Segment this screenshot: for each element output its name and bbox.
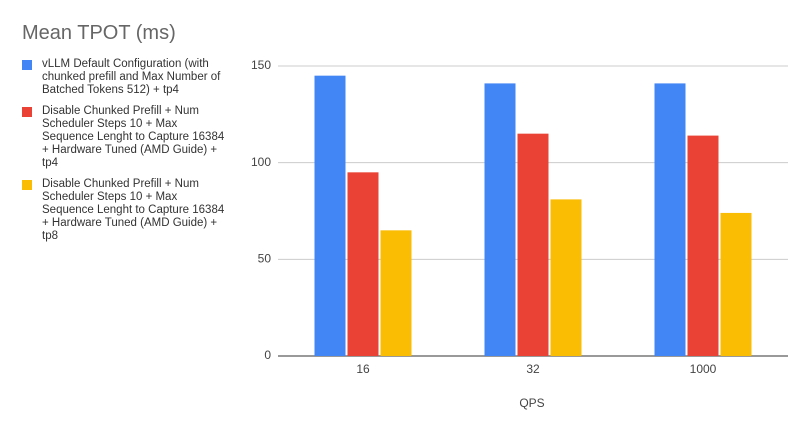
legend: vLLM Default Configuration (with chunked… — [22, 58, 232, 251]
legend-swatch — [22, 180, 32, 190]
bar — [314, 75, 346, 357]
bar — [517, 133, 549, 356]
legend-label: Disable Chunked Prefill + Num Scheduler … — [42, 105, 225, 169]
x-axis-label: QPS — [519, 396, 544, 410]
legend-item: Disable Chunked Prefill + Num Scheduler … — [22, 178, 232, 243]
bar — [720, 212, 752, 356]
bar — [347, 172, 379, 356]
bar — [687, 135, 719, 356]
x-tick-label: 16 — [356, 362, 370, 376]
y-tick-label: 50 — [258, 252, 272, 266]
bar — [380, 230, 412, 356]
x-tick-label: 1000 — [690, 362, 717, 376]
y-tick-label: 0 — [264, 348, 271, 362]
legend-label: vLLM Default Configuration (with chunked… — [42, 58, 221, 96]
legend-item: Disable Chunked Prefill + Num Scheduler … — [22, 105, 232, 170]
chart-title: Mean TPOT (ms) — [22, 22, 176, 44]
bar — [654, 83, 686, 357]
x-tick-label: 32 — [526, 362, 540, 376]
bar — [484, 83, 516, 357]
bar — [550, 199, 582, 356]
legend-swatch — [22, 60, 32, 70]
y-tick-label: 100 — [251, 155, 271, 169]
legend-swatch — [22, 107, 32, 117]
y-tick-label: 150 — [251, 58, 271, 72]
legend-item: vLLM Default Configuration (with chunked… — [22, 58, 232, 97]
legend-label: Disable Chunked Prefill + Num Scheduler … — [42, 178, 225, 242]
